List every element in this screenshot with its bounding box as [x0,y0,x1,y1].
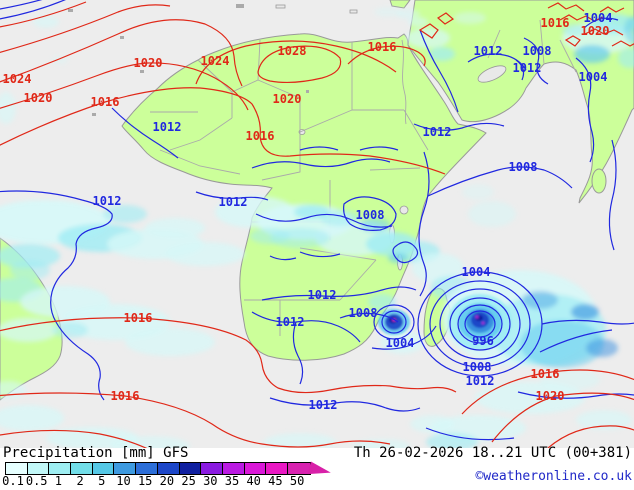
colorbar-tick: 25 [181,474,196,488]
red-isobars [0,1,634,448]
isobar-label: 1016 [540,16,570,30]
isobar-label: 1024 [200,54,230,68]
precipitation-colorbar [5,462,311,475]
precipitation-shading [0,7,634,448]
isobar-label: 1012 [152,120,182,134]
colorbar-tick: 30 [203,474,218,488]
isobar-label: 1016 [530,367,560,381]
isobar-label: 1008 [522,44,552,58]
isobar-label: 1008 [348,306,378,320]
colorbar-step [266,463,288,474]
map-canvas: 1024 1020 1016 1020 1024 1028 1020 1016 1016 1016… [0,0,634,448]
legend-footer: Precipitation [mm] GFS Th 26-02-2026 18.… [0,445,634,490]
isobar-label: 1012 [308,398,338,412]
colorbar-tick: 5 [98,474,106,488]
isobar-label: 1020 [23,91,53,105]
colorbar-step [136,463,158,474]
isobar-label: 1016 [123,311,153,325]
isobar-label: 1020 [272,92,302,106]
legend-title: Precipitation [mm] GFS [3,445,189,461]
isobar-label: 1004 [461,265,491,279]
colorbar-tick: 10 [116,474,131,488]
colorbar-tick: 40 [246,474,261,488]
isobar-label: 1012 [218,195,248,209]
isobar-label: 1012 [275,315,305,329]
colorbar-tick: 0.1 [2,474,24,488]
colorbar-step [222,463,245,474]
isobar-label: 1008 [508,160,538,174]
isobar-label: 1016 [367,40,397,54]
island-specks [68,4,309,116]
anatolia-landmass [389,0,411,9]
colorbar-step [244,463,267,474]
colorbar-step [114,463,137,474]
colorbar-step [71,463,93,474]
isobar-label: 1012 [307,288,337,302]
isobar-label: 1012 [92,194,122,208]
isobar-label: 1016 [245,129,275,143]
blue-isobars [0,0,634,441]
isobar-label: 1008 [355,208,385,222]
colorbar-tick: 0.5 [25,474,48,488]
isobar-label: 1004 [578,70,608,84]
isobar-label: 1024 [2,72,32,86]
colorbar-step [92,463,115,474]
isobar-label: 1012 [473,44,503,58]
colorbar-step [179,463,202,474]
colorbar-tick: 2 [76,474,84,488]
colorbar-tick: 50 [289,474,305,488]
isobar-label: 1012 [512,61,542,75]
isobar-label: 1016 [110,389,140,403]
isobar-label: 1004 [583,11,613,25]
colorbar-tick: 45 [268,474,283,488]
colorbar-step [27,463,50,474]
isobar-label: 1016 [90,95,120,109]
colorbar-tick-labels: 0.1 0.5 1 2 5 10 15 20 25 30 35 40 45 50 [0,474,634,488]
sri-lanka-island [591,168,607,194]
colorbar-step [49,463,72,474]
isobar-label: 1012 [465,374,495,388]
timestamp: Th 26-02-2026 18..21 UTC (00+381) [353,445,632,461]
colorbar-tick: 20 [159,474,175,488]
colorbar-step [6,463,28,474]
isobar-label: 996 [472,334,494,348]
isobar-label: 1008 [462,360,492,374]
isobar-label: 1020 [535,389,565,403]
cyclone-precip-core [378,294,512,350]
isobar-label: 1020 [133,56,163,70]
map-graphics [0,0,634,448]
colorbar-step [201,463,223,474]
colorbar-tick: 1 [54,474,63,488]
isobar-label: 1028 [277,44,307,58]
colorbar-step [157,463,180,474]
colorbar-tick: 15 [137,474,153,488]
isobar-label: 1004 [385,336,415,350]
isobar-label: 1012 [422,125,452,139]
colorbar-tick: 35 [224,474,240,488]
colorbar-step [287,463,310,474]
isobar-label: 1020 [580,24,610,38]
copyright: ©weatheronline.co.uk [475,469,632,484]
